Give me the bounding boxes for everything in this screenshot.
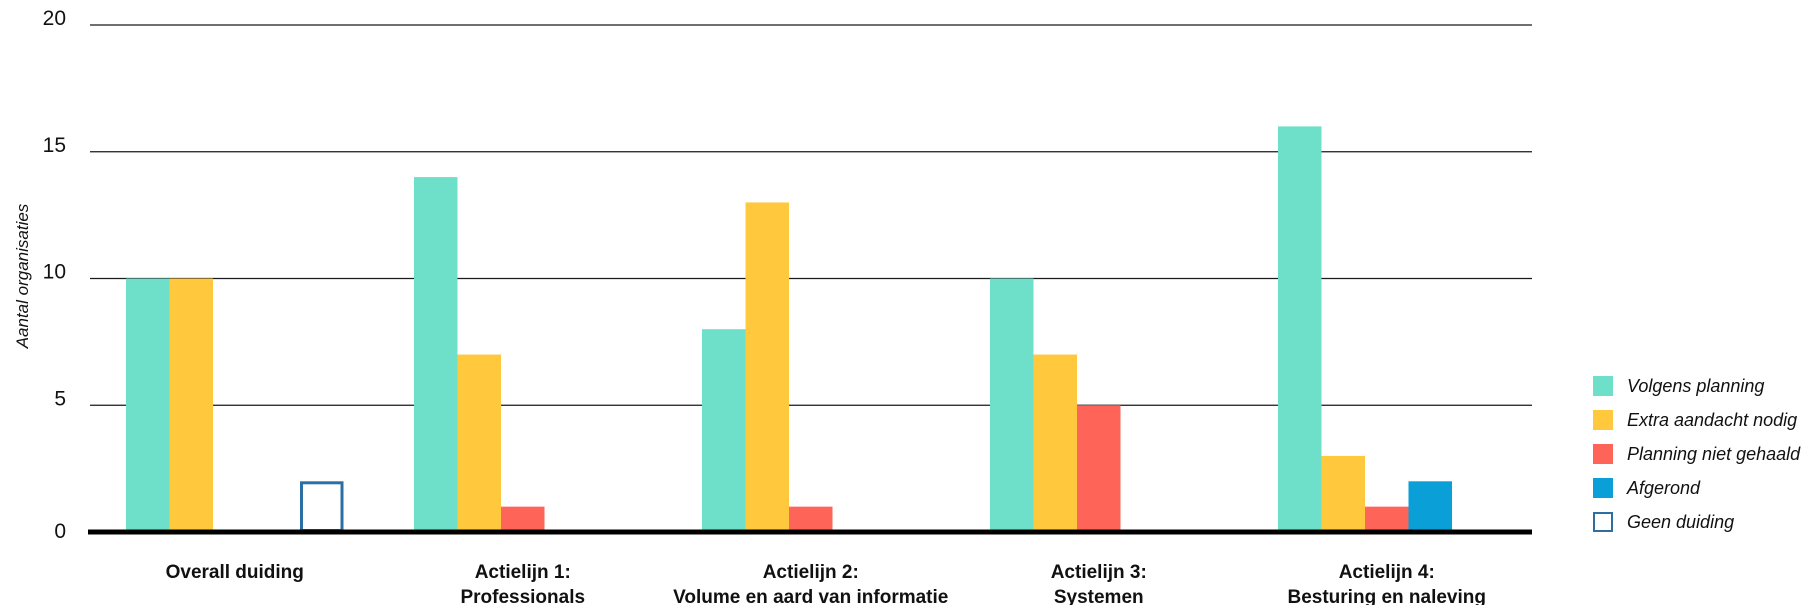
legend-swatch bbox=[1593, 478, 1613, 498]
category-label: Actielijn 3: bbox=[1051, 562, 1147, 583]
legend-label: Extra aandacht nodig bbox=[1627, 410, 1797, 430]
bar-geen-duiding bbox=[300, 481, 344, 532]
bar-extra-aandacht-nodig bbox=[1321, 455, 1365, 532]
y-tick-label: 20 bbox=[43, 7, 66, 30]
bar-extra-aandacht-nodig bbox=[457, 354, 501, 532]
legend-label: Planning niet gehaald bbox=[1627, 444, 1801, 464]
bar-volgens-planning bbox=[702, 329, 746, 532]
category-label: Systemen bbox=[1054, 587, 1144, 605]
category-label: Actielijn 1: bbox=[475, 562, 571, 583]
bar-planning-niet-gehaald bbox=[501, 506, 545, 532]
bar-planning-niet-gehaald bbox=[1365, 506, 1409, 532]
bar-extra-aandacht-nodig bbox=[169, 278, 213, 532]
y-tick-label: 15 bbox=[43, 134, 66, 157]
category-label: Overall duiding bbox=[166, 562, 304, 583]
bar-volgens-planning bbox=[1278, 126, 1322, 533]
bar-volgens-planning bbox=[990, 278, 1034, 532]
y-tick-label: 10 bbox=[43, 261, 66, 284]
category-label: Professionals bbox=[460, 587, 585, 605]
category-label: Volume en aard van informatie bbox=[673, 587, 948, 605]
y-tick-label: 5 bbox=[54, 387, 66, 410]
legend-swatch bbox=[1593, 410, 1613, 430]
legend-swatch bbox=[1593, 376, 1613, 396]
category-label: Actielijn 4: bbox=[1339, 562, 1435, 583]
bar-afgerond bbox=[1408, 481, 1452, 532]
legend-label: Volgens planning bbox=[1627, 376, 1764, 396]
legend-swatch bbox=[1593, 512, 1613, 532]
bar-volgens-planning bbox=[414, 177, 458, 532]
bar-extra-aandacht-nodig bbox=[1033, 354, 1077, 532]
legend-label: Geen duiding bbox=[1627, 512, 1734, 532]
y-axis-ticks: 0 5 10 15 20 bbox=[43, 7, 66, 543]
bar-extra-aandacht-nodig bbox=[745, 202, 789, 532]
y-tick-label: 0 bbox=[54, 520, 66, 543]
category-label: Besturing en naleving bbox=[1288, 587, 1486, 605]
bar-planning-niet-gehaald bbox=[1077, 405, 1121, 532]
legend-swatch bbox=[1593, 444, 1613, 464]
y-axis-label: Aantal organisaties bbox=[13, 203, 32, 349]
bar-volgens-planning bbox=[126, 278, 170, 532]
bar-planning-niet-gehaald bbox=[789, 506, 833, 532]
category-labels: Overall duiding Actielijn 1: Professionals… bbox=[166, 562, 1486, 605]
legend-label: Afgerond bbox=[1626, 478, 1701, 498]
category-label: Actielijn 2: bbox=[763, 562, 859, 583]
legend: Volgens planning Extra aandacht nodig Plan… bbox=[1593, 376, 1801, 532]
bars bbox=[126, 126, 1452, 533]
